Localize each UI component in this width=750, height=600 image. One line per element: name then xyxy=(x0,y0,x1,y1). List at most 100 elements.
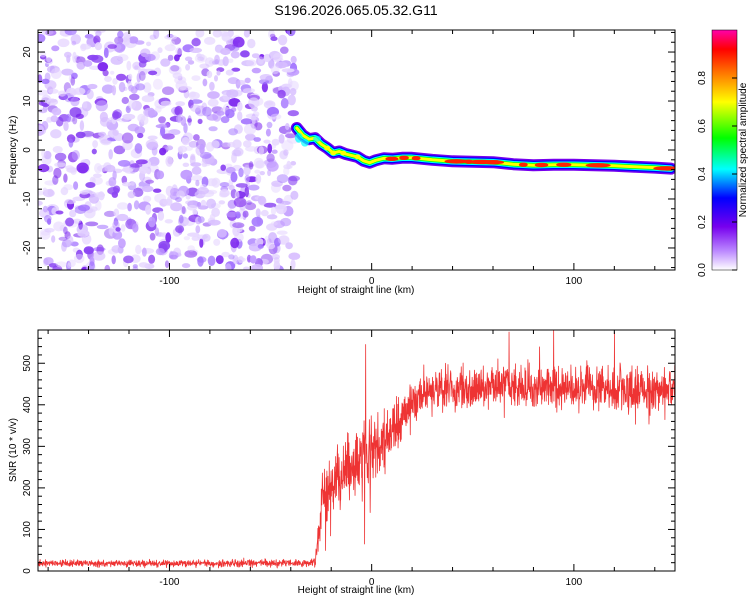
noise-blob xyxy=(257,195,266,205)
noise-blob xyxy=(115,227,121,232)
noise-blob xyxy=(113,208,120,217)
noise-blob xyxy=(235,213,241,219)
noise-blob xyxy=(251,53,260,59)
noise-blob xyxy=(162,133,175,140)
noise-blob xyxy=(38,190,45,196)
noise-blob xyxy=(285,133,297,139)
noise-blob xyxy=(63,121,69,132)
noise-blob xyxy=(266,121,273,129)
noise-blob xyxy=(154,193,167,203)
noise-blob xyxy=(116,202,129,210)
noise-blob xyxy=(243,266,250,270)
noise-blob xyxy=(280,97,289,109)
noise-blob xyxy=(191,175,204,182)
noise-blob xyxy=(254,169,261,174)
noise-blob xyxy=(145,204,152,215)
snr-y-label: SNR (10 * v/v) xyxy=(8,418,19,482)
noise-blob xyxy=(38,33,46,43)
noise-blob xyxy=(87,54,99,61)
spectrogram-y-tick-label: -10 xyxy=(22,191,33,206)
noise-blob xyxy=(95,30,102,37)
noise-blob xyxy=(64,30,77,36)
noise-blob xyxy=(101,84,115,94)
noise-blob xyxy=(271,138,280,146)
noise-blob xyxy=(130,181,135,186)
snr-series-line xyxy=(38,330,675,569)
noise-blob xyxy=(104,264,111,270)
noise-blob xyxy=(127,191,136,199)
noise-blob xyxy=(72,51,77,63)
noise-blob xyxy=(190,104,201,112)
noise-blob xyxy=(246,59,257,67)
noise-blob xyxy=(221,251,230,258)
noise-blob xyxy=(85,182,96,188)
noise-blob xyxy=(61,241,67,252)
noise-blob xyxy=(211,177,221,188)
noise-blob xyxy=(230,171,238,183)
noise-blob xyxy=(219,192,229,198)
noise-blob xyxy=(187,60,195,65)
snr-y-tick-label: 500 xyxy=(22,354,33,371)
noise-blob xyxy=(288,252,301,260)
noise-blob xyxy=(65,217,75,227)
noise-blob xyxy=(116,73,127,81)
signal-hotspot xyxy=(354,154,361,160)
noise-blob xyxy=(42,205,48,213)
noise-blob xyxy=(283,149,289,156)
noise-blob xyxy=(159,147,167,156)
noise-blob xyxy=(226,211,238,218)
noise-blob xyxy=(240,118,253,125)
noise-blob xyxy=(68,138,74,148)
noise-blob xyxy=(181,206,186,214)
noise-blob xyxy=(168,251,179,260)
noise-blob xyxy=(103,47,109,59)
noise-blob xyxy=(191,38,201,47)
colorbar-tick-label: 0.2 xyxy=(697,215,708,229)
noise-blob xyxy=(48,88,59,94)
noise-blob xyxy=(83,60,93,67)
noise-blob xyxy=(122,182,132,187)
noise-blob xyxy=(75,56,86,64)
noise-blob xyxy=(259,171,265,176)
colorbar-tick-label: 0.8 xyxy=(697,71,708,85)
noise-blob xyxy=(114,42,126,53)
signal-hotspot xyxy=(385,156,399,162)
noise-blob xyxy=(63,226,68,235)
noise-blob xyxy=(264,235,270,247)
figure-title: S196.2026.065.05.32.G11 xyxy=(274,2,437,18)
noise-blob xyxy=(100,139,112,144)
noise-blob xyxy=(193,134,200,141)
noise-blob xyxy=(199,238,204,248)
noise-blob xyxy=(245,133,256,141)
noise-blob xyxy=(157,211,165,221)
noise-blob xyxy=(231,149,242,157)
noise-blob xyxy=(190,99,203,104)
noise-blob xyxy=(232,254,239,265)
noise-blob xyxy=(230,237,240,249)
noise-blob xyxy=(38,200,43,206)
noise-blob xyxy=(244,174,250,183)
noise-blob xyxy=(94,42,102,51)
noise-blob xyxy=(160,126,166,137)
noise-blob xyxy=(190,162,202,167)
noise-blob xyxy=(94,192,104,198)
noise-blob xyxy=(260,209,269,217)
noise-blob xyxy=(81,130,95,137)
noise-blob xyxy=(195,30,205,38)
noise-blob xyxy=(212,30,223,38)
noise-blob xyxy=(225,263,232,270)
noise-blob xyxy=(70,76,76,86)
snr-x-tick-label: 100 xyxy=(566,577,583,588)
noise-blob xyxy=(197,56,205,61)
noise-blob xyxy=(145,179,155,184)
noise-blob xyxy=(270,206,277,216)
noise-blob xyxy=(187,118,192,123)
noise-blob xyxy=(270,113,282,120)
noise-blob xyxy=(221,32,232,42)
noise-blob xyxy=(50,68,62,79)
snr-y-tick-label: 400 xyxy=(22,396,33,413)
noise-blob xyxy=(54,152,67,161)
spectrogram-y-tick-label: 10 xyxy=(22,95,33,107)
noise-blob xyxy=(121,36,131,46)
signal-hotspot xyxy=(313,135,322,142)
